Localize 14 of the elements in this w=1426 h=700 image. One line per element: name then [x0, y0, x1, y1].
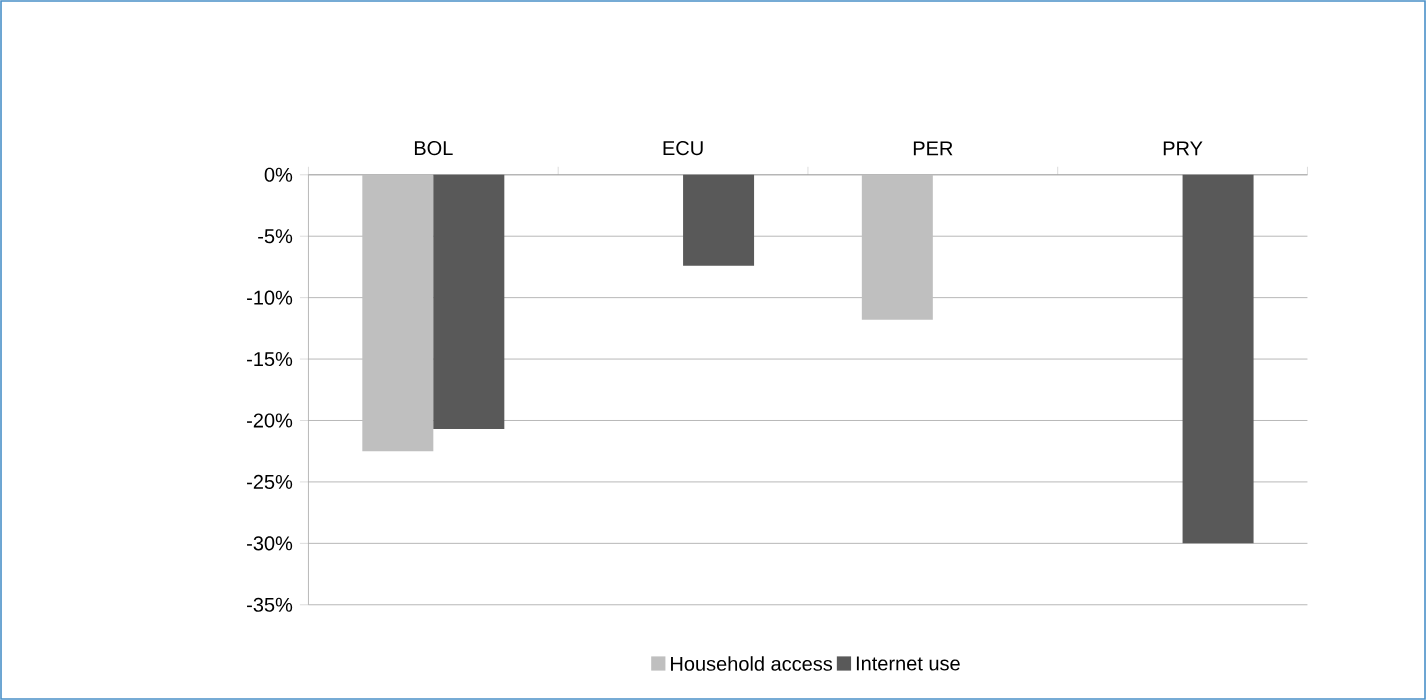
y-tick-label: -15%: [247, 352, 293, 367]
legend-label: Internet use: [856, 656, 960, 671]
x-tick-label: BOL: [414, 141, 453, 156]
y-tick-label: -35%: [247, 597, 293, 612]
y-tick-label: -10%: [247, 290, 293, 305]
x-tick-label: PER: [913, 141, 953, 156]
x-tick-label: PRY: [1163, 141, 1203, 156]
legend-label: Household access: [671, 656, 833, 671]
y-tick-label: 0%: [264, 167, 293, 182]
y-tick-label: -5%: [258, 229, 293, 244]
y-tick-label: -20%: [247, 413, 293, 428]
y-tick-label: -25%: [247, 474, 293, 489]
x-tick-label: ECU: [663, 141, 703, 156]
y-tick-label: -30%: [247, 536, 293, 551]
